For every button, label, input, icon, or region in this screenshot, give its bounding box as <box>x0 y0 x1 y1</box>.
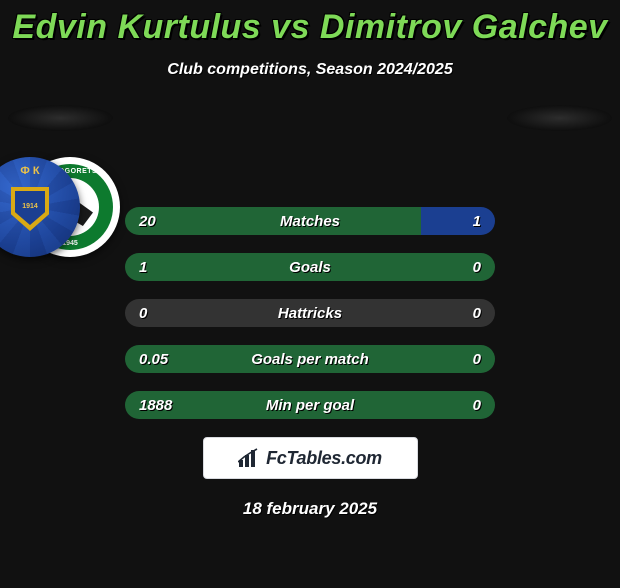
player-shadow-left <box>8 105 113 131</box>
stat-row: 20Matches1 <box>125 207 495 235</box>
stat-bar-left <box>125 391 495 419</box>
stat-value-right: 1 <box>473 213 481 230</box>
comparison-panel: LUDOGORETS 1945 Ф К 1914 20Matches11Goal… <box>0 107 620 519</box>
stat-row: 0Hattricks0 <box>125 299 495 327</box>
stat-value-right: 0 <box>473 305 481 322</box>
stat-value-left: 0 <box>139 305 147 322</box>
stat-value-left: 1 <box>139 259 147 276</box>
stat-bar-left <box>125 253 495 281</box>
club-right-year: 1914 <box>0 203 80 210</box>
stat-row: 1Goals0 <box>125 253 495 281</box>
stat-bar-right <box>421 207 495 235</box>
page-title: Edvin Kurtulus vs Dimitrov Galchev <box>0 8 620 47</box>
stat-value-left: 1888 <box>139 397 172 414</box>
bar-chart-icon <box>238 448 260 468</box>
stat-value-right: 0 <box>473 259 481 276</box>
player-shadow-right <box>507 105 612 131</box>
brand-badge[interactable]: FcTables.com <box>203 437 418 479</box>
stat-value-right: 0 <box>473 351 481 368</box>
date-text: 18 february 2025 <box>0 499 620 519</box>
stats-list: 20Matches1 1Goals0 0Hattricks0 0.05Goals pe… <box>125 207 495 419</box>
stat-row: 0.05Goals per match0 <box>125 345 495 373</box>
stat-row: 1888Min per goal0 <box>125 391 495 419</box>
brand-text: FcTables.com <box>266 448 382 469</box>
stat-bar-neutral <box>125 299 495 327</box>
club-right-arc: Ф К <box>0 165 80 177</box>
stat-value-left: 20 <box>139 213 156 230</box>
stat-value-left: 0.05 <box>139 351 168 368</box>
stat-bar-left <box>125 207 421 235</box>
subtitle: Club competitions, Season 2024/2025 <box>0 61 620 79</box>
stat-value-right: 0 <box>473 397 481 414</box>
stat-bar-left <box>125 345 495 373</box>
